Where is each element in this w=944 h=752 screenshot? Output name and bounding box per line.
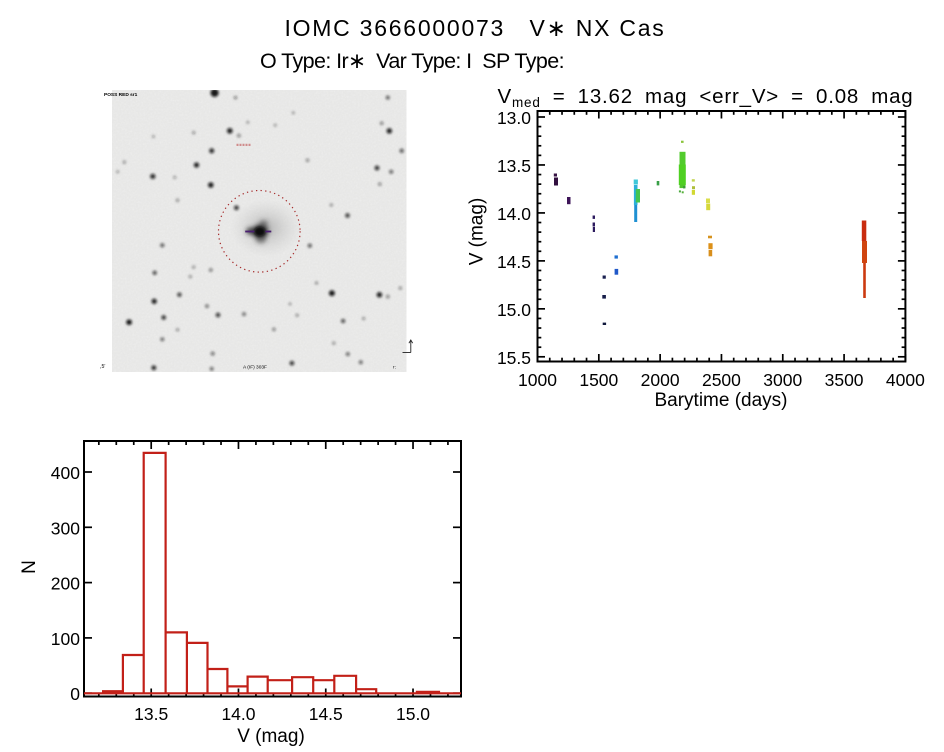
svg-text:POSS RED sr1: POSS RED sr1	[104, 92, 138, 98]
svg-text:A (IF) 303F: A (IF) 303F	[243, 364, 267, 370]
svg-text:14.0: 14.0	[497, 204, 531, 224]
svg-text:2500: 2500	[702, 370, 741, 390]
svg-text:3500: 3500	[825, 370, 864, 390]
svg-text:100: 100	[51, 629, 80, 649]
svg-text:14.5: 14.5	[309, 704, 343, 724]
svg-text:1000: 1000	[518, 370, 557, 390]
svg-text:1500: 1500	[579, 370, 618, 390]
svg-text:r:: r:	[393, 364, 396, 370]
svg-text:V (mag): V (mag)	[237, 726, 305, 747]
svg-text:300: 300	[51, 518, 80, 538]
svg-text:0: 0	[70, 684, 80, 704]
svg-text:14.5: 14.5	[497, 252, 531, 272]
svg-text:15.0: 15.0	[396, 704, 430, 724]
svg-text:200: 200	[51, 574, 80, 594]
svg-text:Vmed = 13.62 mag <err_V> = 0.0: Vmed = 13.62 mag <err_V> = 0.08 mag	[498, 85, 914, 110]
svg-text:15.5: 15.5	[497, 348, 531, 368]
svg-text:,5′: ,5′	[100, 364, 105, 370]
svg-text:2000: 2000	[641, 370, 680, 390]
svg-text:14.0: 14.0	[221, 704, 255, 724]
svg-text:400: 400	[51, 463, 80, 483]
svg-text:Barytime (days): Barytime (days)	[654, 390, 787, 411]
svg-text:IOMC 3666000073 V∗ NX Cas: IOMC 3666000073 V∗ NX Cas	[284, 15, 665, 41]
svg-text:O Type: Ir∗ Var Type: I SP T: O Type: Ir∗ Var Type: I SP Type:	[260, 49, 564, 73]
svg-text:13.5: 13.5	[134, 704, 168, 724]
svg-text:15.0: 15.0	[497, 300, 531, 320]
svg-text:13.5: 13.5	[497, 156, 531, 176]
svg-text:13.0: 13.0	[497, 108, 531, 128]
svg-text:4000: 4000	[886, 370, 925, 390]
svg-text:V (mag): V (mag)	[467, 198, 488, 266]
svg-text:3000: 3000	[763, 370, 802, 390]
svg-text:N: N	[19, 560, 40, 574]
